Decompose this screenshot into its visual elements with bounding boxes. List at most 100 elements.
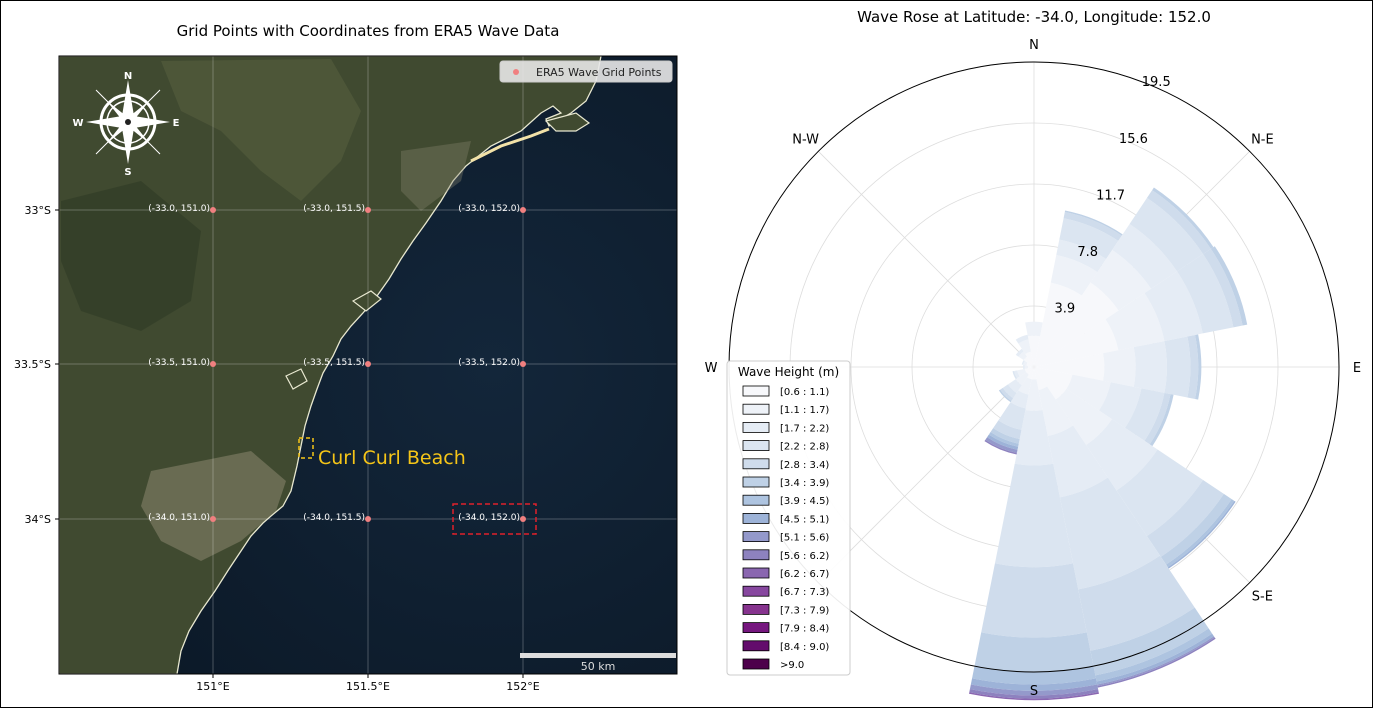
x-tick-label: 151.5°E [346, 680, 390, 693]
rose-wedge [1015, 348, 1024, 357]
compass-rose-icon: N S W E [72, 71, 179, 178]
rose-legend-label: [3.9 : 4.5) [780, 496, 829, 507]
rose-radial-tick-label: 15.6 [1119, 132, 1148, 147]
grid-points: (-33.0, 151.0) (-33.0, 151.5) (-33.0, 15… [148, 204, 526, 523]
map-x-ticks: 151°E 151.5°E 152°E [196, 674, 540, 693]
rose-legend-label: [1.1 : 1.7) [780, 405, 829, 416]
rose-wedge [1152, 187, 1214, 249]
rose-wedge [1064, 210, 1123, 236]
rose-wedge [1086, 419, 1158, 491]
rose-wedge [1018, 377, 1032, 395]
rose-wedge [981, 563, 1087, 638]
rose-wedge [1002, 384, 1017, 399]
grid-point [520, 207, 526, 213]
wave-rose: 3.9 7.8 11.7 15.6 19.5 N N-E E S-E S W N-W [705, 38, 1361, 701]
rose-spoke [818, 366, 1035, 583]
rose-wedge [1017, 368, 1027, 377]
rose-wedge [1012, 370, 1018, 380]
rose-wedge [1166, 499, 1235, 568]
x-tick-label: 151°E [196, 680, 229, 693]
rose-direction-label: S [1030, 684, 1038, 699]
rose-wedge [1023, 364, 1025, 370]
grid-point [365, 207, 371, 213]
rose-wedge [974, 632, 1094, 672]
rose-wedge [1146, 479, 1224, 557]
map-title: Grid Points with Coordinates from ERA5 W… [177, 22, 560, 40]
rose-wedge [1000, 387, 1014, 401]
map-y-ticks: 33°S 33.5°S 34°S [14, 204, 59, 526]
scale-bar: 50 km [520, 653, 676, 673]
rose-spoke [818, 151, 1035, 368]
map-area: (-33.0, 151.0) (-33.0, 151.5) (-33.0, 15… [59, 56, 677, 674]
rose-wedge [1187, 334, 1199, 400]
rose-wedge [984, 439, 1017, 455]
rose-wedge [1026, 362, 1034, 367]
rose-wedge [1103, 347, 1136, 387]
rose-wedge [1034, 353, 1105, 381]
rose-legend-swatch [742, 403, 770, 415]
land-texture [161, 59, 361, 201]
rose-wedge [1105, 293, 1165, 351]
grid-point-label: (-34.0, 151.0) [148, 513, 210, 523]
rose-wedge [1027, 365, 1034, 369]
rose-legend-swatch [742, 658, 770, 670]
rose-wedge [1010, 390, 1029, 409]
rose-legend-label: [2.2 : 2.8) [780, 442, 829, 453]
rose-legend-swatch [742, 421, 770, 433]
grid-point-label: (-33.5, 151.5) [303, 358, 365, 368]
rose-wedge [1034, 282, 1119, 367]
rose-wedge [985, 437, 1018, 453]
rose-legend-swatch [742, 567, 770, 579]
grid-point [520, 361, 526, 367]
rose-wedge [1078, 555, 1195, 651]
rose-wedge [1034, 367, 1067, 400]
rose-wedge [1034, 367, 1048, 391]
urban-area [141, 451, 286, 561]
land-patch [351, 290, 382, 312]
rose-direction-label: N-W [792, 133, 819, 148]
land-patch [544, 112, 591, 132]
grid-point-label: (-34.0, 151.5) [303, 513, 365, 523]
rose-direction-label: S-E [1252, 589, 1273, 604]
rose-wedge [1024, 367, 1034, 373]
grid-point-label: (-33.0, 151.0) [148, 204, 210, 214]
rose-wedge [1027, 367, 1034, 380]
rose-wedge [1031, 367, 1037, 380]
legend-marker [513, 69, 519, 75]
rose-legend-label: [3.4 : 3.9) [780, 478, 829, 489]
rose-legend-label: [4.5 : 5.1) [780, 514, 829, 525]
rose-wedge [1034, 367, 1073, 389]
rose-wedge [1047, 425, 1108, 498]
rose-wedge [1025, 351, 1034, 367]
grid-point-label: (-33.0, 152.0) [458, 204, 520, 214]
rose-wedge [1160, 493, 1232, 565]
rose-direction-label: W [705, 361, 718, 376]
grid-point [210, 361, 216, 367]
grid-point-label: (-33.5, 151.0) [148, 358, 210, 368]
rose-wedge [1024, 365, 1028, 369]
compass-n: N [124, 71, 132, 82]
rose-wedge [1026, 367, 1034, 375]
rose-wedge [1021, 360, 1025, 365]
rose-legend-swatch [742, 622, 770, 633]
rose-wedge [969, 692, 1099, 701]
rose-wedge [1090, 249, 1152, 311]
rose-wedge [1090, 607, 1209, 676]
rose-wedge [969, 684, 1099, 696]
y-tick-label: 33°S [25, 204, 51, 217]
rose-legend-label: [2.8 : 3.4) [780, 460, 829, 471]
rose-wedge [1112, 223, 1178, 289]
rose-wedge [1014, 370, 1020, 379]
rose-legend-title: Wave Height (m) [738, 365, 839, 379]
x-tick-label: 152°E [506, 680, 539, 693]
rose-legend-label: [1.7 : 2.2) [780, 423, 829, 434]
rose-wedge [1059, 477, 1161, 590]
grid-point [365, 516, 371, 522]
rose-legend-swatch [742, 585, 770, 597]
rose-wedge [998, 389, 1012, 403]
grid-point-label: (-33.0, 151.5) [303, 204, 365, 214]
rose-wedge [1015, 334, 1029, 344]
rose-wedge [1066, 374, 1111, 411]
grid-point-label: (-34.0, 152.0) [458, 513, 520, 523]
rose-wedge [993, 420, 1022, 440]
